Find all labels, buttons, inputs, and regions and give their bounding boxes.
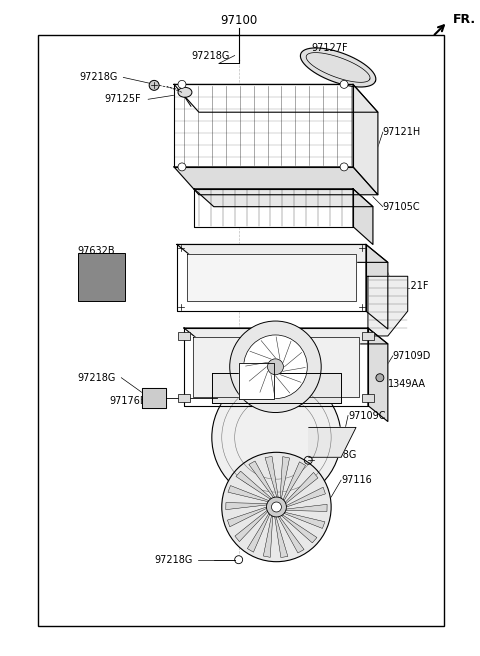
Polygon shape xyxy=(228,507,266,527)
Bar xyxy=(178,332,190,340)
Text: 97100: 97100 xyxy=(220,14,257,27)
Circle shape xyxy=(178,163,186,171)
Polygon shape xyxy=(284,512,325,529)
Circle shape xyxy=(244,335,307,399)
Bar xyxy=(78,253,125,301)
Circle shape xyxy=(149,81,159,91)
Text: 97127F: 97127F xyxy=(311,43,348,52)
Polygon shape xyxy=(265,457,278,497)
Polygon shape xyxy=(280,457,289,499)
Polygon shape xyxy=(366,245,388,329)
Polygon shape xyxy=(177,245,388,262)
Ellipse shape xyxy=(178,87,192,97)
Circle shape xyxy=(230,321,321,413)
Polygon shape xyxy=(228,485,269,502)
Text: 97176E: 97176E xyxy=(109,396,146,405)
Polygon shape xyxy=(368,328,388,421)
Polygon shape xyxy=(368,276,408,336)
Polygon shape xyxy=(247,514,270,552)
Polygon shape xyxy=(226,502,267,510)
Polygon shape xyxy=(212,373,341,403)
Circle shape xyxy=(340,81,348,89)
Circle shape xyxy=(178,81,186,89)
Text: 97125F: 97125F xyxy=(105,94,141,104)
Text: 97218G: 97218G xyxy=(191,51,229,60)
Polygon shape xyxy=(353,85,378,195)
Polygon shape xyxy=(235,510,268,542)
Polygon shape xyxy=(174,85,353,167)
Bar xyxy=(38,35,444,626)
Polygon shape xyxy=(177,245,366,311)
Polygon shape xyxy=(174,167,378,195)
Circle shape xyxy=(212,373,341,502)
Text: 97116: 97116 xyxy=(341,475,372,485)
Polygon shape xyxy=(187,255,356,301)
Polygon shape xyxy=(278,516,304,553)
Polygon shape xyxy=(184,328,388,344)
Polygon shape xyxy=(286,487,325,507)
Text: 97109D: 97109D xyxy=(393,351,431,361)
Polygon shape xyxy=(281,515,317,543)
Polygon shape xyxy=(283,462,306,501)
Polygon shape xyxy=(264,516,273,558)
Polygon shape xyxy=(300,48,376,87)
Polygon shape xyxy=(275,517,288,558)
Polygon shape xyxy=(249,461,275,497)
Polygon shape xyxy=(184,328,368,405)
Circle shape xyxy=(266,497,287,517)
Text: 97105C: 97105C xyxy=(383,201,420,212)
Text: 97218G: 97218G xyxy=(80,72,118,83)
Circle shape xyxy=(376,374,384,382)
Text: 1349AA: 1349AA xyxy=(388,379,426,389)
Polygon shape xyxy=(142,388,166,407)
Polygon shape xyxy=(286,504,327,512)
Polygon shape xyxy=(193,337,359,397)
Polygon shape xyxy=(236,471,272,499)
Text: 97109C: 97109C xyxy=(348,411,385,420)
Polygon shape xyxy=(194,189,373,207)
Text: 97632B: 97632B xyxy=(78,247,115,256)
Circle shape xyxy=(272,502,281,512)
Polygon shape xyxy=(194,189,353,226)
Text: 97121H: 97121H xyxy=(383,127,421,137)
Text: 97121F: 97121F xyxy=(393,281,429,291)
Circle shape xyxy=(222,452,331,562)
Polygon shape xyxy=(353,189,373,245)
Polygon shape xyxy=(285,472,318,504)
Bar xyxy=(178,394,190,401)
Text: FR.: FR. xyxy=(453,13,476,26)
Bar xyxy=(362,332,374,340)
Bar xyxy=(362,394,374,401)
Polygon shape xyxy=(239,363,275,399)
Polygon shape xyxy=(174,85,378,112)
Text: 97218G: 97218G xyxy=(78,373,116,382)
Polygon shape xyxy=(309,428,356,457)
Circle shape xyxy=(267,359,283,375)
Text: 97218G: 97218G xyxy=(154,555,192,565)
Text: 97218G: 97218G xyxy=(318,450,357,461)
Circle shape xyxy=(340,163,348,171)
